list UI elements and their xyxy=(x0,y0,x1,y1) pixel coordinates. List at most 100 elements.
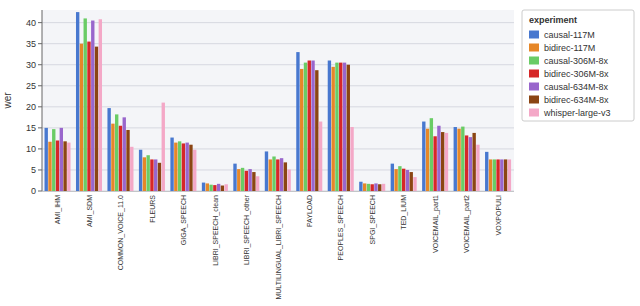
bar xyxy=(371,184,374,191)
x-tick-label: PAYLOAD xyxy=(306,195,313,227)
bar xyxy=(413,177,416,191)
bar xyxy=(87,42,90,191)
bar xyxy=(437,126,440,191)
legend-frame xyxy=(522,10,634,121)
bar xyxy=(217,184,220,191)
x-tick-label: PEOPLES_SPEECH xyxy=(337,195,345,260)
bar xyxy=(252,172,255,191)
legend-swatch xyxy=(529,83,539,91)
y-tick xyxy=(38,106,42,107)
bar xyxy=(319,122,322,191)
bar xyxy=(391,164,394,191)
bar xyxy=(95,47,98,191)
bar xyxy=(485,152,488,191)
bar xyxy=(496,159,499,191)
y-tick xyxy=(38,169,42,170)
bar xyxy=(56,140,59,191)
bar xyxy=(225,184,228,191)
bar xyxy=(154,159,157,191)
bar xyxy=(248,169,251,191)
bar xyxy=(237,169,240,191)
bar xyxy=(335,63,338,191)
bars xyxy=(45,12,512,191)
chart: experimentcausal-117Mbidirec-117Mcausal-… xyxy=(0,0,640,306)
bar xyxy=(311,61,314,191)
bar xyxy=(304,63,307,191)
bar xyxy=(202,183,205,191)
bar xyxy=(315,70,318,191)
bar xyxy=(130,147,133,191)
grid-line xyxy=(42,22,514,23)
bar xyxy=(493,159,496,191)
bar xyxy=(126,130,129,191)
bar xyxy=(500,159,503,191)
bar xyxy=(489,159,492,191)
y-tick-label: 30 xyxy=(26,60,36,70)
bar xyxy=(402,169,405,191)
x-tick-label: VOICEMAIL_part2 xyxy=(463,195,471,253)
bar xyxy=(139,150,142,191)
bar xyxy=(441,132,444,191)
bar xyxy=(185,143,188,191)
bar xyxy=(378,184,381,191)
legend-label: causal-306M-8x xyxy=(544,56,609,66)
y-tick xyxy=(38,22,42,23)
bar xyxy=(150,159,153,191)
bar xyxy=(269,159,272,191)
bar xyxy=(241,168,244,191)
y-tick-label: 25 xyxy=(26,81,36,91)
bar xyxy=(80,44,83,191)
bar xyxy=(504,159,507,191)
series xyxy=(67,19,511,191)
bar xyxy=(406,170,409,191)
bar xyxy=(374,183,377,191)
x-tick-label: FLEURS xyxy=(149,195,156,223)
bar xyxy=(347,65,350,191)
bar xyxy=(465,135,468,191)
x-tick-label: MULTILINGUAL_LIBRI_SPEECH xyxy=(275,195,283,300)
bar xyxy=(52,129,55,191)
bar xyxy=(111,124,114,191)
y-tick xyxy=(38,127,42,128)
bar xyxy=(363,183,366,191)
bar xyxy=(170,138,173,191)
y-tick-label: 0 xyxy=(31,186,36,196)
bar xyxy=(433,136,436,191)
bar xyxy=(328,61,331,191)
series xyxy=(63,47,507,191)
bar xyxy=(426,129,429,191)
bar xyxy=(472,133,475,191)
bar xyxy=(280,158,283,191)
bar xyxy=(272,156,275,191)
legend-swatch xyxy=(529,31,539,39)
bar xyxy=(287,170,290,191)
legend-swatch xyxy=(529,70,539,78)
y-axis: 0510152025303540 xyxy=(26,10,42,196)
y-tick-label: 10 xyxy=(26,144,36,154)
series xyxy=(56,42,500,191)
series xyxy=(45,12,489,191)
bar xyxy=(213,185,216,191)
bar xyxy=(76,12,79,191)
bar xyxy=(398,166,401,191)
bar xyxy=(457,129,460,191)
bar xyxy=(189,145,192,191)
grid-line xyxy=(42,85,514,86)
bar xyxy=(63,141,66,191)
y-tick xyxy=(38,148,42,149)
bar xyxy=(91,21,94,191)
bar xyxy=(182,143,185,191)
bar xyxy=(430,118,433,191)
x-tick-label: COMMON_VOICE_11.0 xyxy=(117,195,125,270)
series xyxy=(52,18,496,191)
y-tick xyxy=(38,191,42,192)
bar xyxy=(206,183,209,191)
legend-title: experiment xyxy=(529,15,577,25)
bar xyxy=(84,18,87,191)
bar xyxy=(115,114,118,191)
bar xyxy=(48,142,51,191)
bar xyxy=(284,162,287,191)
plot-background xyxy=(42,10,514,191)
x-tick-label: AMI_SDM xyxy=(86,195,94,227)
x-tick-label: AMI_IHM xyxy=(54,195,62,224)
